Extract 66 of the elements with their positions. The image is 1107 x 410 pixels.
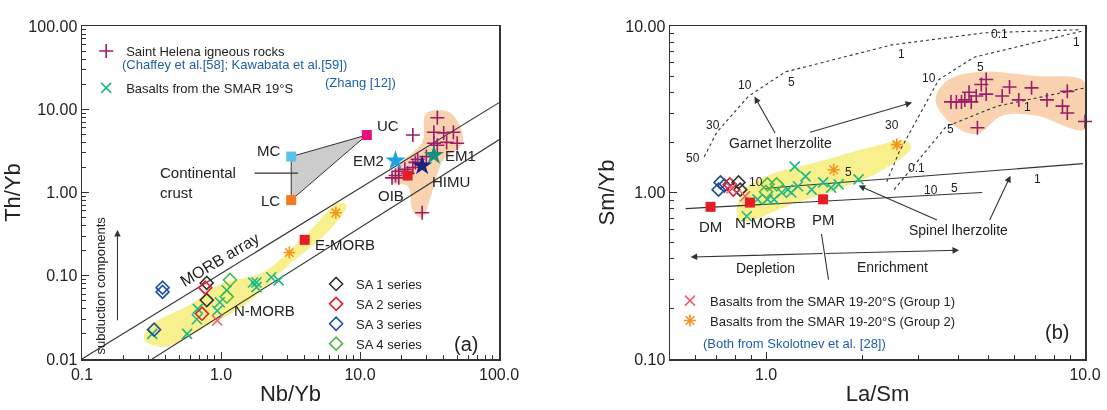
annotation: subduction components <box>93 216 109 355</box>
legend-label: Basalts from the SMAR 19-20°S (Group 2) <box>710 313 956 329</box>
x-axis-title: La/Sm <box>845 381 910 407</box>
legend-label: SA 3 series <box>356 316 423 332</box>
annotation: 5 <box>947 122 954 136</box>
legend-label: Saint Helena igneous rocks <box>126 44 285 60</box>
annotation: 10 <box>924 183 938 197</box>
annotation: Depletion <box>736 260 796 276</box>
annotation: 5 <box>788 75 795 89</box>
legend-label: Basalts from the SMAR 19°S <box>126 80 294 96</box>
annotation: 1 <box>1073 35 1080 49</box>
annotation: MC <box>257 142 281 159</box>
annotation: (a) <box>454 333 479 355</box>
annotation: 30 <box>885 118 899 132</box>
y-axis-title: Th/Yb <box>0 163 25 222</box>
annotation: N-MORB <box>234 302 295 319</box>
x-tick-label: 1.0 <box>754 365 778 383</box>
annotation: 10 <box>922 71 936 85</box>
annotation: 10 <box>749 175 763 189</box>
annotation: LC <box>261 192 281 209</box>
annotation: Enrichment <box>857 259 928 275</box>
y-tick-label: 0.10 <box>634 350 666 368</box>
annotation: (Zhang [12]) <box>325 75 396 90</box>
annotation: 0.1 <box>908 161 926 175</box>
annotation: Garnet lherzolite <box>729 135 832 151</box>
annotation: 5 <box>845 165 852 179</box>
y-tick-label: 100.00 <box>28 17 78 35</box>
annotation: N-MORB <box>735 214 796 231</box>
annotation: OIB <box>378 187 404 204</box>
annotation: (Both from Skolotnev et al. [28]) <box>703 336 886 351</box>
y-tick-label: 1.00 <box>634 184 666 202</box>
x-tick-label: 1.0 <box>209 365 233 383</box>
annotation: EM2 <box>353 152 384 169</box>
annotation: Spinel lherzolite <box>909 222 1009 238</box>
annotation: Continental crust <box>160 164 236 201</box>
annotation: (b) <box>1045 321 1070 343</box>
y-tick-label: 0.10 <box>46 267 78 285</box>
annotation: 50 <box>686 151 700 165</box>
annotation: HIMU <box>432 173 471 190</box>
annotation: (Chaffey et al.[58]; Kawabata et al.[59]) <box>122 57 348 72</box>
x-tick-label: 0.1 <box>70 365 94 383</box>
annotation: 0.1 <box>991 27 1009 41</box>
x-tick-label: 10.0 <box>1069 365 1101 383</box>
annotation: EM1 <box>445 147 476 164</box>
legend-label: SA 2 series <box>356 296 423 312</box>
annotation: 5 <box>977 60 984 74</box>
y-tick-label: 10.00 <box>37 100 78 118</box>
annotation: 1 <box>1024 100 1031 114</box>
legend-label: Basalts from the SMAR 19-20°S (Group 1) <box>710 293 956 309</box>
annotation: 5 <box>951 181 958 195</box>
annotation: PM <box>812 211 835 228</box>
annotation: UC <box>377 117 399 134</box>
annotation: DM <box>699 218 723 235</box>
y-tick-label: 1.00 <box>46 184 78 202</box>
x-tick-label: 100.0 <box>478 365 520 383</box>
annotation: 1 <box>1034 172 1041 186</box>
annotation: 10 <box>738 78 752 92</box>
x-axis-title: Nb/Yb <box>259 381 322 407</box>
annotation: 1 <box>898 47 905 61</box>
annotation: 30 <box>706 118 720 132</box>
legend-label: SA 1 series <box>356 277 423 293</box>
y-tick-label: 10.00 <box>625 17 666 35</box>
y-tick-label: 0.01 <box>46 350 78 368</box>
legend-label: SA 4 series <box>356 336 423 352</box>
x-tick-label: 10.0 <box>344 365 376 383</box>
y-axis-title: Sm/Yb <box>594 159 620 226</box>
